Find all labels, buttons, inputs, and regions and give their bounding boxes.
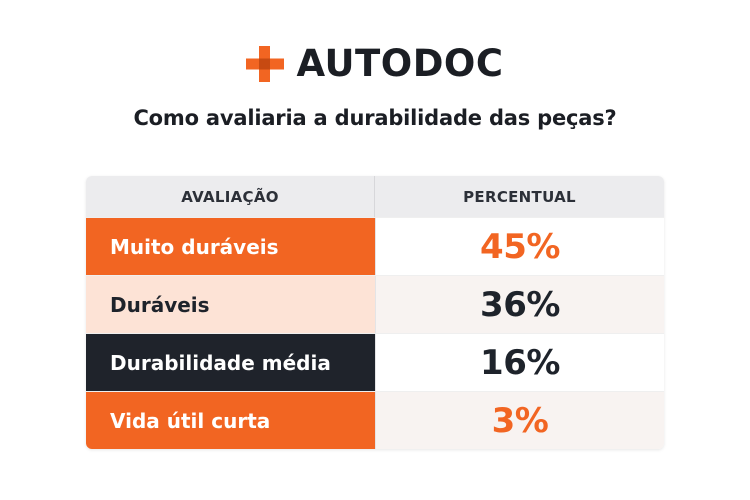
table-row: Muito duráveis 45% xyxy=(86,217,664,275)
percent-cell: 45% xyxy=(375,218,664,275)
rating-cell: Durabilidade média xyxy=(86,334,375,391)
rating-label: Vida útil curta xyxy=(110,408,271,433)
rating-cell: Duráveis xyxy=(86,276,375,333)
column-header-rating-label: AVALIAÇÃO xyxy=(181,187,279,206)
rating-label: Muito duráveis xyxy=(110,234,279,259)
brand-logo: AUTODOC xyxy=(0,44,750,84)
rating-cell: Muito duráveis xyxy=(86,218,375,275)
percent-cell: 3% xyxy=(375,392,664,449)
rating-label: Duráveis xyxy=(110,292,210,317)
table-row: Duráveis 36% xyxy=(86,275,664,333)
percent-value: 45% xyxy=(480,226,560,267)
column-header-percent-label: PERCENTUAL xyxy=(463,187,576,206)
table-row: Durabilidade média 16% xyxy=(86,333,664,391)
table-row: Vida útil curta 3% xyxy=(86,391,664,449)
rating-label: Durabilidade média xyxy=(110,350,331,375)
percent-value: 3% xyxy=(491,400,549,441)
percent-cell: 36% xyxy=(375,276,664,333)
survey-question: Como avaliaria a durabilidade das peças? xyxy=(133,106,617,130)
column-header-percent: PERCENTUAL xyxy=(375,176,664,217)
plus-cross-icon xyxy=(246,46,285,82)
table-header-row: AVALIAÇÃO PERCENTUAL xyxy=(86,176,664,217)
percent-value: 36% xyxy=(480,284,560,325)
percent-value: 16% xyxy=(480,342,560,383)
percent-cell: 16% xyxy=(375,334,664,391)
results-table: AVALIAÇÃO PERCENTUAL Muito duráveis 45% … xyxy=(86,176,664,449)
brand-name: AUTODOC xyxy=(296,42,504,85)
rating-cell: Vida útil curta xyxy=(86,392,375,449)
column-header-rating: AVALIAÇÃO xyxy=(86,176,375,217)
